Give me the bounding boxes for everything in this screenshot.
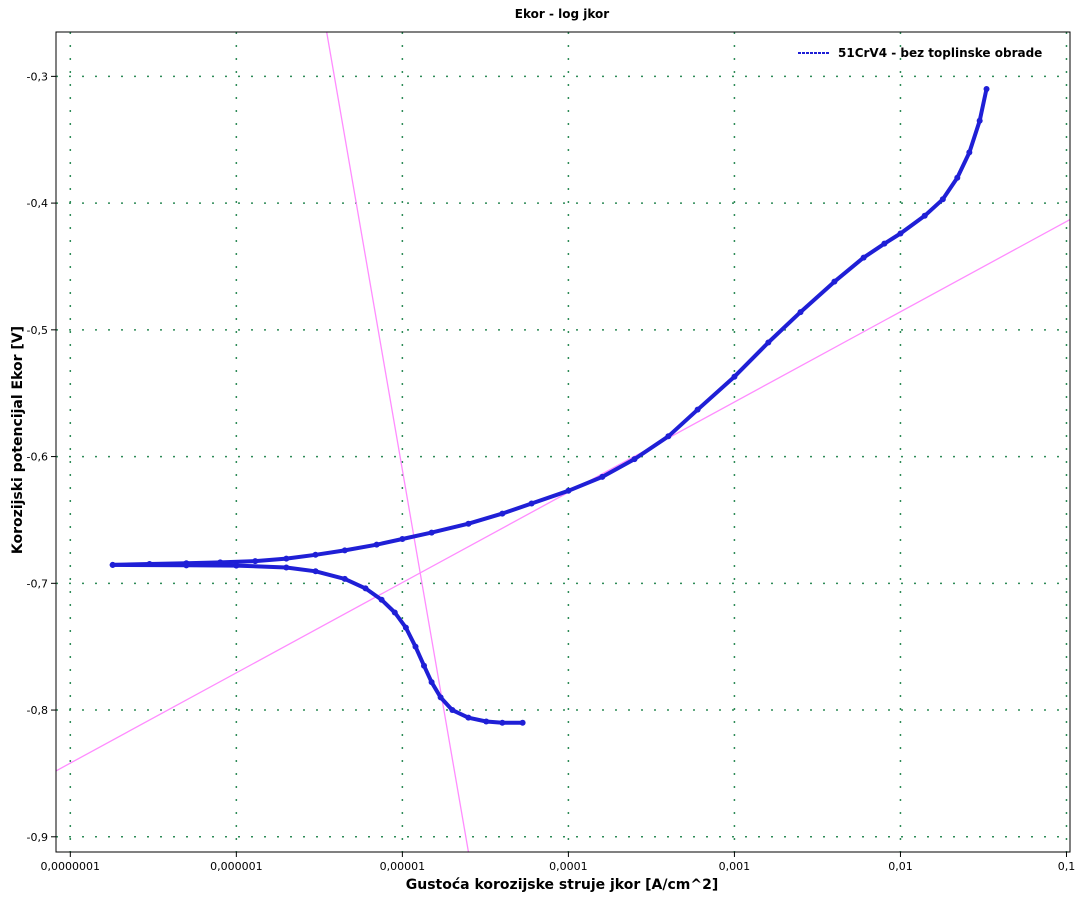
anodic-branch-point (765, 339, 772, 346)
x-tick-label: 0,000001 (210, 860, 263, 873)
anodic-branch-point (528, 500, 535, 507)
anodic-branch-point (731, 373, 738, 380)
anodic-branch-point (897, 230, 904, 237)
x-tick-label: 0,001 (719, 860, 751, 873)
legend-label: 51CrV4 - bez toplinske obrade (838, 46, 1042, 60)
anodic-branch-point (341, 547, 348, 554)
anodic-branch-point (976, 117, 983, 124)
y-axis-label: Korozijski potencijal Ekor [V] (10, 326, 26, 554)
cathodic-branch-point (428, 679, 435, 686)
x-tick-label: 0,1 (1058, 860, 1075, 873)
cathodic-branch-point (519, 719, 526, 726)
y-tick-label: -0,7 (27, 577, 48, 590)
cathodic-branch-point (391, 609, 398, 616)
cathodic-branch-point (378, 596, 385, 603)
anodic-branch-point (428, 529, 435, 536)
cathodic-branch-point (362, 585, 369, 592)
cathodic-branch-point (483, 718, 490, 725)
cathodic-branch-point (402, 624, 409, 631)
y-tick-label: -0,3 (27, 70, 48, 83)
anodic-branch-point (499, 510, 506, 517)
x-tick-label: 0,0000001 (41, 860, 101, 873)
cathodic-branch-point (341, 575, 348, 582)
cathodic-branch-point (421, 662, 428, 669)
cathodic-branch-point (109, 561, 116, 568)
anodic-branch-point (921, 212, 928, 219)
anodic-branch-point (860, 254, 867, 261)
grid (56, 32, 1070, 852)
anodic-branch-point (283, 555, 290, 562)
anodic-branch-line (110, 87, 989, 567)
x-tick-labels: 0,0000001 0,000001 0,00001 0,0001 0,001 0,01 0… (41, 860, 1075, 873)
anodic-branch-point (939, 196, 946, 203)
x-tick-label: 0,0001 (549, 860, 588, 873)
anodic-branch-point (831, 278, 838, 285)
tafel-line (326, 31, 470, 853)
y-tick-label: -0,5 (27, 324, 48, 337)
anodic-branch-point (954, 174, 961, 181)
y-tick-label: -0,9 (27, 831, 48, 844)
axis-ticks (51, 75, 1067, 857)
cathodic-branch-point (233, 562, 240, 569)
anodic-branch-point (983, 86, 990, 93)
y-tick-label: -0,8 (27, 704, 48, 717)
cathodic-branch-point (449, 707, 456, 714)
anodic-branch-point (665, 433, 672, 440)
x-axis-label: Gustoća korozijske struje jkor [A/cm^2] (406, 877, 718, 893)
cathodic-branch-point (437, 694, 444, 701)
tafel-line (55, 219, 1071, 772)
cathodic-branch-point (283, 564, 290, 571)
x-tick-label: 0,01 (888, 860, 913, 873)
plot-area-frame (55, 31, 1071, 853)
anodic-branch-point (312, 551, 319, 558)
anodic-branch-point (399, 535, 406, 542)
anodic-branch-point (252, 558, 259, 565)
anodic-branch-point (599, 473, 606, 480)
chart-title: Ekor - log jkor (515, 7, 609, 21)
anodic-branch-point (797, 309, 804, 316)
anodic-branch-point (373, 541, 380, 548)
data-series (109, 86, 990, 726)
y-tick-label: -0,6 (27, 451, 48, 464)
anodic-branch-point (881, 240, 888, 247)
anodic-branch-point (631, 456, 638, 463)
legend: 51CrV4 - bez toplinske obrade (798, 46, 1042, 60)
cathodic-branch-point (499, 719, 506, 726)
y-tick-label: -0,4 (27, 197, 48, 210)
anodic-branch-point (565, 487, 572, 494)
anodic-branch-point (465, 520, 472, 527)
cathodic-branch-point (412, 643, 419, 650)
anodic-branch-point (966, 149, 973, 156)
cathodic-branch-point (312, 568, 319, 575)
anodic-branch-point (694, 406, 701, 413)
cathodic-branch-point (465, 714, 472, 721)
cathodic-branch-point (183, 562, 190, 569)
x-tick-label: 0,00001 (380, 860, 426, 873)
tafel-lines (55, 31, 1071, 853)
y-tick-labels: -0,3 -0,4 -0,5 -0,6 -0,7 -0,8 -0,9 (27, 70, 48, 843)
